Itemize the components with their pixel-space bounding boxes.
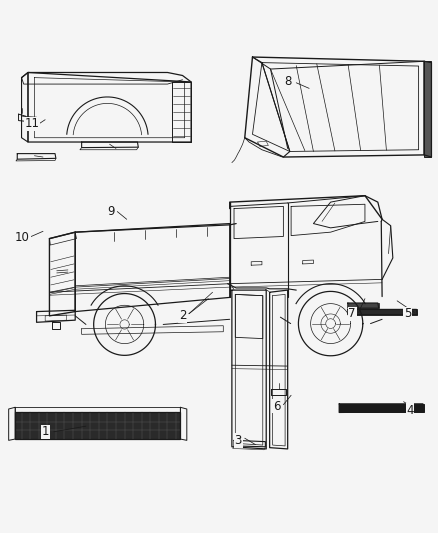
Text: 5: 5	[404, 307, 412, 320]
Text: 6: 6	[273, 400, 281, 413]
FancyBboxPatch shape	[15, 413, 180, 439]
Text: 11: 11	[25, 117, 40, 131]
Text: 4: 4	[406, 404, 414, 417]
Text: 2: 2	[179, 309, 186, 322]
Text: 9: 9	[107, 205, 115, 218]
FancyBboxPatch shape	[424, 61, 431, 157]
Text: 1: 1	[42, 425, 49, 438]
Text: 10: 10	[15, 231, 30, 244]
FancyBboxPatch shape	[348, 310, 417, 314]
FancyBboxPatch shape	[339, 404, 424, 413]
FancyBboxPatch shape	[348, 303, 379, 308]
Text: 8: 8	[284, 76, 291, 88]
Text: 7: 7	[348, 307, 356, 320]
Text: 3: 3	[235, 434, 242, 447]
